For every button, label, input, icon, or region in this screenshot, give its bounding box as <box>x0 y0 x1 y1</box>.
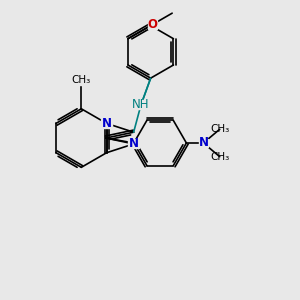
Bar <box>199 139 208 147</box>
Bar <box>101 119 112 128</box>
Text: N: N <box>198 136 208 149</box>
Bar <box>128 140 139 148</box>
Bar <box>148 20 157 29</box>
Text: CH₃: CH₃ <box>72 75 91 85</box>
Text: N: N <box>102 117 112 130</box>
Text: N: N <box>129 137 139 150</box>
Text: CH₃: CH₃ <box>210 152 229 162</box>
Text: O: O <box>148 18 158 31</box>
Bar <box>133 100 149 109</box>
Bar <box>73 76 89 85</box>
Text: CH₃: CH₃ <box>210 124 229 134</box>
Text: NH: NH <box>132 98 150 111</box>
